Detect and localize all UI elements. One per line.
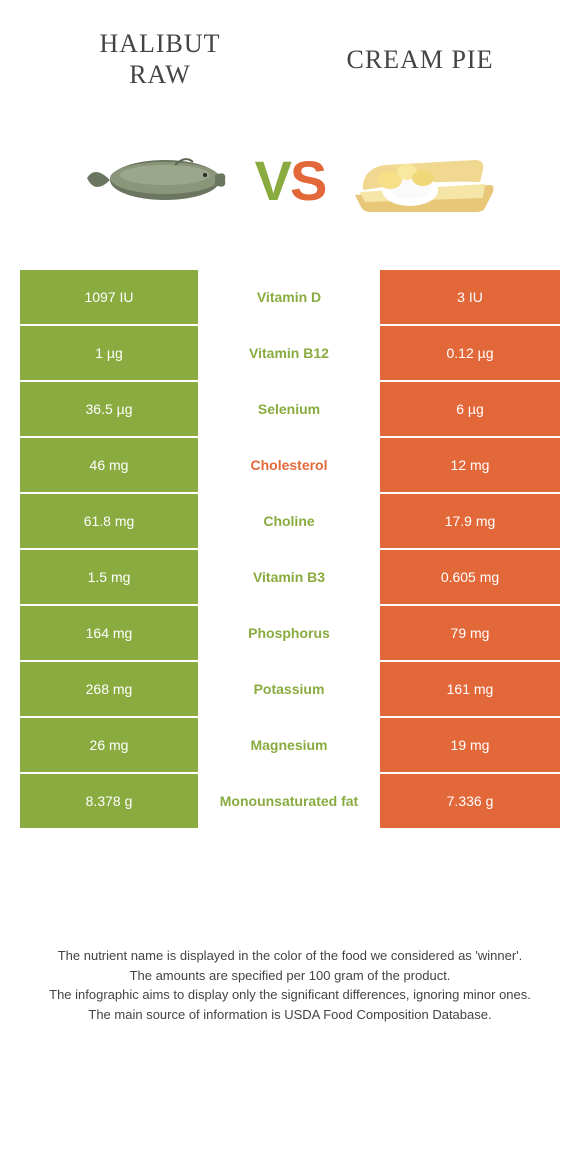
- right-value-cell: 0.12 µg: [380, 326, 560, 380]
- left-value-cell: 1.5 mg: [20, 550, 200, 604]
- right-food-title: CREAM PIE: [347, 44, 494, 75]
- vs-s-letter: S: [290, 148, 325, 213]
- nutrient-label-cell: Monounsaturated fat: [200, 774, 380, 828]
- table-row: 268 mgPotassium161 mg: [20, 662, 560, 718]
- right-food-image: [335, 130, 505, 230]
- left-value-cell: 61.8 mg: [20, 494, 200, 548]
- header-right: CREAM PIE: [320, 28, 520, 90]
- nutrient-label-cell: Vitamin B12: [200, 326, 380, 380]
- left-value-cell: 1097 IU: [20, 270, 200, 324]
- left-food-title: HALIBUT RAW: [60, 28, 260, 90]
- footer-line-2: The amounts are specified per 100 gram o…: [30, 966, 550, 986]
- header-left: HALIBUT RAW: [60, 28, 260, 90]
- nutrient-label-cell: Choline: [200, 494, 380, 548]
- nutrient-label-cell: Selenium: [200, 382, 380, 436]
- table-row: 164 mgPhosphorus79 mg: [20, 606, 560, 662]
- table-row: 61.8 mgCholine17.9 mg: [20, 494, 560, 550]
- left-value-cell: 8.378 g: [20, 774, 200, 828]
- left-value-cell: 1 µg: [20, 326, 200, 380]
- right-value-cell: 161 mg: [380, 662, 560, 716]
- nutrient-label-cell: Vitamin B3: [200, 550, 380, 604]
- right-value-cell: 12 mg: [380, 438, 560, 492]
- vs-v-letter: V: [255, 148, 290, 213]
- right-value-cell: 3 IU: [380, 270, 560, 324]
- footer-notes: The nutrient name is displayed in the co…: [0, 896, 580, 1174]
- table-row: 1.5 mgVitamin B30.605 mg: [20, 550, 560, 606]
- footer-line-3: The infographic aims to display only the…: [30, 985, 550, 1005]
- table-row: 8.378 gMonounsaturated fat7.336 g: [20, 774, 560, 830]
- nutrient-label-cell: Vitamin D: [200, 270, 380, 324]
- left-food-image: [75, 130, 245, 230]
- table-row: 1097 IUVitamin D3 IU: [20, 270, 560, 326]
- left-value-cell: 164 mg: [20, 606, 200, 660]
- right-value-cell: 6 µg: [380, 382, 560, 436]
- right-value-cell: 19 mg: [380, 718, 560, 772]
- table-row: 26 mgMagnesium19 mg: [20, 718, 560, 774]
- right-value-cell: 7.336 g: [380, 774, 560, 828]
- nutrient-label-cell: Magnesium: [200, 718, 380, 772]
- header: HALIBUT RAW CREAM PIE: [0, 0, 580, 100]
- left-value-cell: 26 mg: [20, 718, 200, 772]
- table-row: 36.5 µgSelenium6 µg: [20, 382, 560, 438]
- right-value-cell: 0.605 mg: [380, 550, 560, 604]
- nutrient-label-cell: Phosphorus: [200, 606, 380, 660]
- right-value-cell: 17.9 mg: [380, 494, 560, 548]
- left-value-cell: 46 mg: [20, 438, 200, 492]
- nutrient-label-cell: Cholesterol: [200, 438, 380, 492]
- table-row: 46 mgCholesterol12 mg: [20, 438, 560, 494]
- footer-line-1: The nutrient name is displayed in the co…: [30, 946, 550, 966]
- footer-line-4: The main source of information is USDA F…: [30, 1005, 550, 1025]
- vs-row: VS: [0, 100, 580, 270]
- left-value-cell: 36.5 µg: [20, 382, 200, 436]
- right-value-cell: 79 mg: [380, 606, 560, 660]
- vs-label: VS: [255, 148, 326, 213]
- nutrient-label-cell: Potassium: [200, 662, 380, 716]
- table-row: 1 µgVitamin B120.12 µg: [20, 326, 560, 382]
- left-value-cell: 268 mg: [20, 662, 200, 716]
- comparison-table: 1097 IUVitamin D3 IU1 µgVitamin B120.12 …: [20, 270, 560, 830]
